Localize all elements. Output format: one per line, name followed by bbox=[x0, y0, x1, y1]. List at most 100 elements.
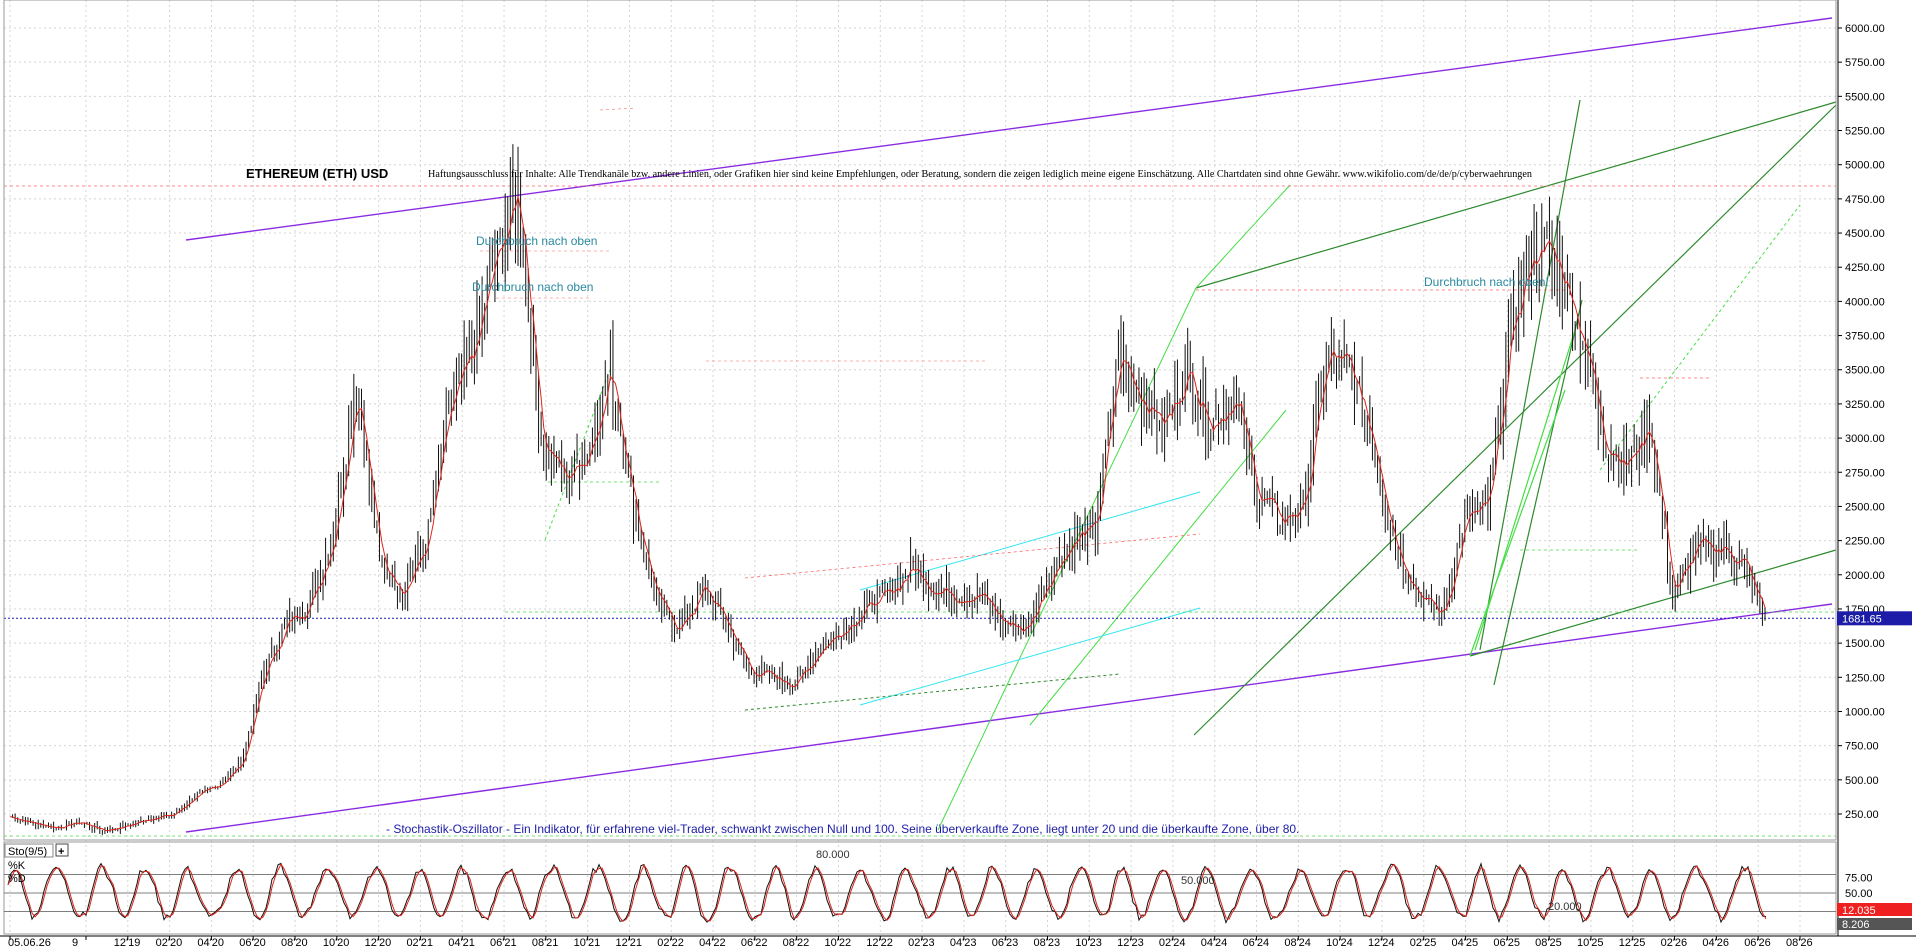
channel-upper-line bbox=[185, 17, 1833, 241]
time-tick-label: 12'24 bbox=[1368, 937, 1395, 948]
time-tick-label: 06'20 bbox=[239, 937, 266, 948]
plus-icon[interactable]: + bbox=[58, 846, 64, 858]
trend-line-dark-4 bbox=[1479, 99, 1581, 651]
time-tick-label: 04'25 bbox=[1452, 937, 1479, 948]
time-tick-label: 12'25 bbox=[1619, 937, 1646, 948]
price-tick-label: 1000.00 bbox=[1845, 706, 1885, 718]
stochastic-label: Sto(9/5) bbox=[8, 846, 47, 858]
price-tick-label: 4000.00 bbox=[1845, 296, 1885, 308]
price-tick-label: 2750.00 bbox=[1845, 467, 1885, 479]
time-tick-label: 06'22 bbox=[741, 937, 768, 948]
chart-labels: ETHEREUM (ETH) USD Haftungsausschluss fü… bbox=[246, 166, 1549, 836]
time-tick-label: 04'26 bbox=[1702, 937, 1729, 948]
time-tick-label: 06'24 bbox=[1243, 937, 1270, 948]
stochastic-panel-border bbox=[3, 841, 1837, 935]
price-tick-label: 2500.00 bbox=[1845, 501, 1885, 513]
time-tick-label: 12'23 bbox=[1117, 937, 1144, 948]
trend-line-dark-3 bbox=[1469, 549, 1837, 657]
price-tick-label: 6000.00 bbox=[1845, 23, 1885, 35]
time-tick-label: 04'20 bbox=[197, 937, 224, 948]
price-series bbox=[9, 144, 1766, 835]
price-tick-label: 3500.00 bbox=[1845, 365, 1885, 377]
stochastic-panel bbox=[4, 862, 1836, 925]
time-tick-label: 04'21 bbox=[448, 937, 475, 948]
price-tick-label: 3000.00 bbox=[1845, 433, 1885, 445]
price-tick-label: 5500.00 bbox=[1845, 91, 1885, 103]
price-tick-label: 3750.00 bbox=[1845, 331, 1885, 343]
price-tick-label: 4500.00 bbox=[1845, 228, 1885, 240]
time-tick-label: 10'23 bbox=[1075, 937, 1102, 948]
stochastic-d-label: %D bbox=[8, 873, 26, 885]
price-tick-label: 4250.00 bbox=[1845, 262, 1885, 274]
trend-line-dark-2 bbox=[1195, 101, 1837, 289]
current-price-badge bbox=[1837, 611, 1912, 626]
stochastic-level-80: 80.000 bbox=[816, 849, 850, 861]
price-tick-label: 500.00 bbox=[1845, 775, 1879, 787]
stochastic-level-20: 20.000 bbox=[1548, 901, 1582, 913]
resistance-level-7 bbox=[599, 107, 637, 111]
time-tick-label: 08'24 bbox=[1284, 937, 1311, 948]
time-tick-label: 02'22 bbox=[657, 937, 684, 948]
price-tick-label: 4750.00 bbox=[1845, 194, 1885, 206]
time-tick-label: 10'22 bbox=[824, 937, 851, 948]
time-tick-label: 04'23 bbox=[950, 937, 977, 948]
cyan-line-1 bbox=[859, 607, 1201, 706]
stochastic-label-box[interactable] bbox=[4, 843, 54, 858]
price-tick-label: 750.00 bbox=[1845, 741, 1879, 753]
chart-disclaimer: Haftungsausschluss für Inhalte: Alle Tre… bbox=[428, 169, 1532, 180]
time-tick-label: 08'22 bbox=[783, 937, 810, 948]
annotation-breakout-1: Durchbruch nach oben bbox=[476, 234, 597, 248]
stochastic-k-label: %K bbox=[8, 860, 26, 872]
price-tick-label: 250.00 bbox=[1845, 809, 1879, 821]
current-price-label: 1681.65 bbox=[1842, 613, 1882, 625]
time-tick-label: 12'19 bbox=[114, 937, 141, 948]
stochastic-add-button[interactable] bbox=[55, 843, 69, 857]
time-tick-label: 08'20 bbox=[281, 937, 308, 948]
time-tick-label: 12'20 bbox=[365, 937, 392, 948]
stochastic-note: - Stochastik-Oszillator - Ein Indikator,… bbox=[386, 822, 1299, 836]
price-tick-label: 1250.00 bbox=[1845, 672, 1885, 684]
time-tick-label: 02'21 bbox=[406, 937, 433, 948]
resistance-dotted-1 bbox=[744, 533, 1201, 579]
price-tick-label: 5250.00 bbox=[1845, 126, 1885, 138]
stochastic-tick-label: 75.00 bbox=[1845, 873, 1873, 885]
time-tick-label: 02'23 bbox=[908, 937, 935, 948]
value-badges: 1681.65 12.035 8.206 bbox=[1837, 611, 1912, 931]
time-tick-label: 04'24 bbox=[1201, 937, 1228, 948]
time-tick-label: 08'21 bbox=[532, 937, 559, 948]
stochastic-labels: Sto(9/5) + %K %D 80.000 50.000 20.000 bbox=[4, 843, 1582, 913]
stochastic-tick-label: 50.00 bbox=[1845, 888, 1873, 900]
stochastic-k-value: 12.035 bbox=[1842, 905, 1876, 917]
time-tick-label: 9 bbox=[72, 937, 78, 948]
stochastic-k-badge bbox=[1837, 903, 1912, 916]
trend-line-dark-5 bbox=[1493, 299, 1583, 686]
trend-line-light-5 bbox=[1474, 329, 1576, 651]
annotation-breakout-3: Durchbruch nach oben! bbox=[1424, 275, 1549, 289]
time-tick-label: 10'21 bbox=[574, 937, 601, 948]
channel-lower-line bbox=[185, 603, 1833, 833]
stochastic-d-line bbox=[7, 863, 1767, 922]
time-tick-label: 06'23 bbox=[992, 937, 1019, 948]
chart-title: ETHEREUM (ETH) USD bbox=[246, 166, 388, 181]
time-tick-label: 02'20 bbox=[156, 937, 183, 948]
stochastic-level-50: 50.000 bbox=[1181, 875, 1215, 887]
time-tick-label: 02'24 bbox=[1159, 937, 1186, 948]
trend-line-light-6 bbox=[1599, 204, 1801, 471]
price-tick-label: 2250.00 bbox=[1845, 536, 1885, 548]
time-tick-label: 06'26 bbox=[1744, 937, 1771, 948]
trend-line-dark-1 bbox=[1193, 104, 1837, 736]
annotation-breakout-2: Durchbruch nach oben bbox=[472, 280, 593, 294]
trend-line-light-3 bbox=[1029, 409, 1287, 726]
time-tick-label: 04'22 bbox=[699, 937, 726, 948]
time-tick-label: 12'22 bbox=[866, 937, 893, 948]
moving-average-line bbox=[9, 196, 1766, 832]
time-tick-label: 10'25 bbox=[1577, 937, 1604, 948]
trend-line-light-1 bbox=[1195, 184, 1291, 289]
time-tick-label: 02'26 bbox=[1661, 937, 1688, 948]
main-panel-border bbox=[3, 0, 1837, 841]
time-tick-label: 02'25 bbox=[1410, 937, 1437, 948]
stochastic-d-badge bbox=[1837, 918, 1912, 930]
